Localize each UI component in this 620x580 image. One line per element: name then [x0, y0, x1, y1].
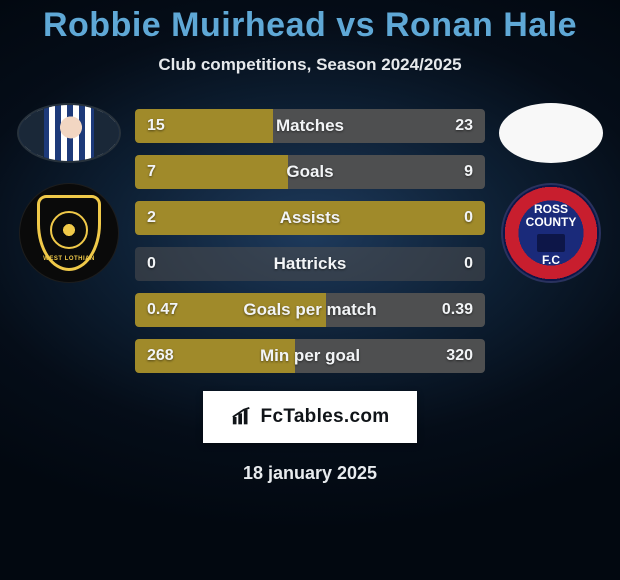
page-title: Robbie Muirhead vs Ronan Hale	[0, 6, 620, 45]
bar-left-segment	[135, 201, 485, 235]
comparison-row: Matches1523 Goals79 Assists20 Hattricks00 Go…	[0, 103, 620, 373]
bar-right-segment	[273, 109, 485, 143]
shield-icon	[37, 195, 101, 271]
right-club-badge: ROSS COUNTY F.C	[501, 183, 601, 283]
bar-left-segment	[135, 155, 288, 189]
brand-text: FcTables.com	[261, 406, 390, 428]
stat-row: Min per goal268320	[135, 339, 485, 373]
stat-row: Assists20	[135, 201, 485, 235]
bar-left-segment	[135, 339, 295, 373]
brand-box: FcTables.com	[203, 391, 417, 443]
right-player-avatar	[499, 103, 603, 163]
bar-right-segment	[295, 339, 485, 373]
date-text: 18 january 2025	[0, 463, 620, 484]
stat-row: Hattricks00	[135, 247, 485, 281]
content-root: Robbie Muirhead vs Ronan Hale Club compe…	[0, 0, 620, 580]
chart-icon	[231, 406, 253, 428]
right-column: ROSS COUNTY F.C	[499, 103, 603, 283]
stat-bars: Matches1523 Goals79 Assists20 Hattricks00 Go…	[135, 109, 485, 373]
left-player-avatar	[17, 103, 121, 163]
bar-right-segment	[326, 293, 485, 327]
club-fc-text: F.C	[503, 253, 599, 267]
stat-row: Goals per match0.470.39	[135, 293, 485, 327]
avatar-illustration	[19, 105, 119, 161]
stat-row: Goals79	[135, 155, 485, 189]
bar-right-segment	[135, 247, 485, 281]
subtitle: Club competitions, Season 2024/2025	[0, 55, 620, 75]
club-badge-text: ROSS COUNTY	[503, 203, 599, 228]
bar-right-segment	[288, 155, 485, 189]
bar-left-segment	[135, 109, 273, 143]
club-line2: COUNTY	[526, 215, 577, 229]
left-club-badge	[19, 183, 119, 283]
stat-row: Matches1523	[135, 109, 485, 143]
left-column	[17, 103, 121, 283]
bar-left-segment	[135, 293, 326, 327]
